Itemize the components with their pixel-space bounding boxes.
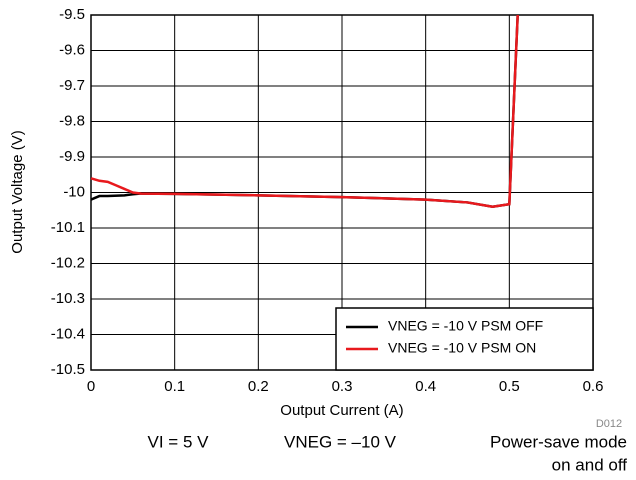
x-tick-label: 0.2 [248,378,269,395]
y-tick-label: -9.5 [59,6,85,23]
y-tick-label: -10.4 [51,325,85,342]
figure-id: D012 [596,418,622,430]
x-tick-label: 0.3 [332,378,353,395]
y-tick-label: -9.7 [59,77,85,94]
annotation: on and off [552,455,628,474]
annotation: VNEG = –10 V [284,432,397,451]
annotation: Power-save mode [490,432,627,451]
legend-label: VNEG = -10 V PSM ON [388,340,536,356]
legend-box [335,307,594,371]
x-axis-label: Output Current (A) [280,402,403,419]
y-tick-label: -10.5 [51,361,85,378]
data-line [90,14,519,208]
y-tick-label: -10.2 [51,254,85,271]
x-tick-label: 0.5 [499,378,520,395]
y-tick-label: -10 [63,183,85,200]
y-tick-label: -10.3 [51,290,85,307]
annotation: VI = 5 V [148,432,210,451]
data-line [90,14,519,208]
x-tick-label: 0 [87,378,95,395]
x-tick-label: 0.1 [164,378,185,395]
x-tick-label: 0.4 [415,378,436,395]
y-tick-label: -9.9 [59,148,85,165]
y-axis-label: Output Voltage (V) [9,130,26,253]
y-tick-label: -10.1 [51,219,85,236]
legend-label: VNEG = -10 V PSM OFF [388,318,543,334]
y-tick-label: -9.6 [59,41,85,58]
y-tick-label: -9.8 [59,112,85,129]
x-tick-label: 0.6 [583,378,604,395]
